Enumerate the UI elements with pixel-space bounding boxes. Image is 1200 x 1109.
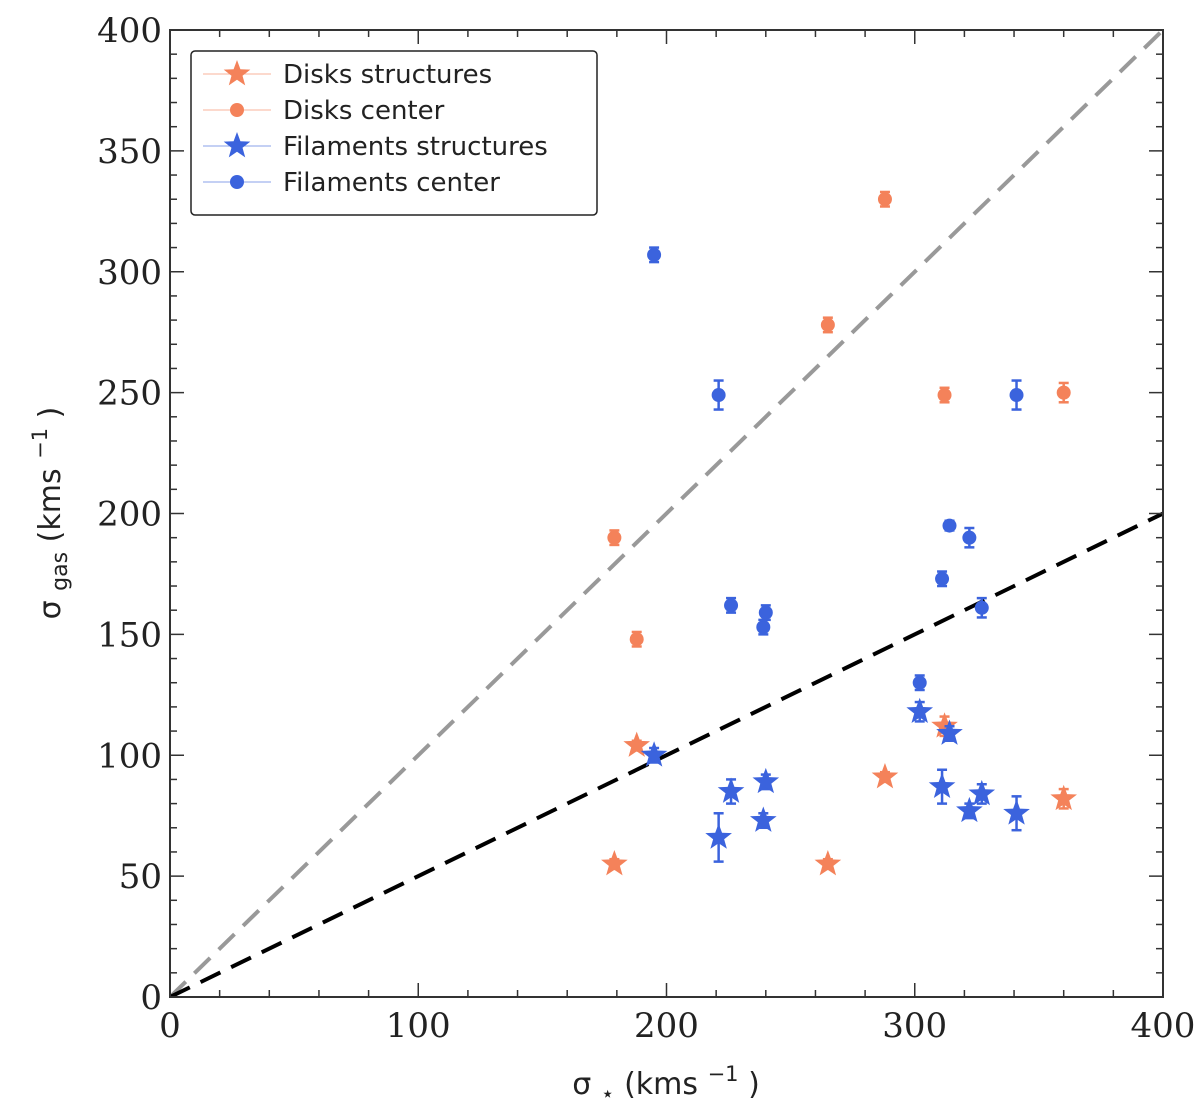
tick-labels: 0 100 200 300 400 0 50 100 150 200 250 300 350 400: [97, 11, 1195, 1046]
y-tick-label: 150: [97, 615, 162, 655]
data-point-star: [1003, 799, 1030, 825]
data-point-star: [931, 712, 958, 738]
x-tick-label: 0: [159, 1006, 181, 1046]
legend-marker: [223, 132, 251, 158]
legend-label: Disks center: [283, 96, 445, 126]
y-axis-label-unit: (kms: [33, 468, 68, 542]
data-point-star: [968, 779, 996, 806]
x-tick-label: 100: [386, 1006, 451, 1046]
y-tick-label: 50: [119, 857, 162, 897]
legend-label: Disks structures: [283, 60, 492, 90]
data-point-star: [752, 767, 780, 794]
y-axis-label-subscript: gas: [48, 552, 73, 591]
y-axis-label-unit-close: ): [33, 407, 68, 419]
data-point-circle: [758, 605, 773, 620]
x-axis-label-unit: (kms: [624, 1067, 698, 1102]
data-point-circle: [1009, 388, 1024, 403]
x-axis-label-subscript: ⋆: [601, 1082, 615, 1107]
y-axis-label-unit-exponent: −1: [28, 428, 52, 459]
data-point-circle: [629, 632, 644, 647]
x-tick-label: 200: [634, 1006, 699, 1046]
y-axis-label-symbol: σ: [33, 600, 68, 619]
x-axis-label-unit-exponent: −1: [708, 1062, 739, 1086]
plot-frame: [169, 29, 1164, 998]
data-point-circle: [820, 317, 835, 332]
data-point-circle: [942, 518, 957, 533]
data-point-star: [750, 806, 777, 832]
series-disks-structures: [601, 712, 1078, 876]
data-point-star: [814, 850, 842, 876]
data-point-circle: [877, 192, 892, 207]
data-series: [601, 190, 1078, 876]
legend-marker: [230, 175, 244, 189]
data-point-star: [717, 777, 745, 803]
y-tick-label: 100: [97, 736, 162, 776]
x-tick-label: 400: [1131, 1006, 1196, 1046]
data-point-circle: [607, 530, 622, 545]
y-axis-label: σ gas (kms −1 ): [20, 407, 75, 620]
x-axis-label-unit-close: ): [748, 1067, 760, 1102]
series-filaments-center: [647, 246, 1024, 692]
data-point-star: [705, 823, 732, 849]
y-tick-label: 0: [140, 978, 162, 1018]
y-tick-label: 250: [97, 374, 162, 414]
data-point-circle: [724, 598, 739, 613]
data-point-circle: [756, 620, 771, 635]
y-tick-label: 300: [97, 253, 162, 293]
reference-line-half: [170, 511, 1163, 997]
data-point-star: [601, 850, 628, 876]
x-axis-label: σ ⋆ (kms −1 ): [572, 1054, 760, 1109]
legend-label: Filaments structures: [283, 132, 548, 162]
x-tick-label: 300: [882, 1006, 947, 1046]
legend-box: [190, 50, 598, 216]
y-tick-label: 350: [97, 132, 162, 172]
series-disks-center: [607, 190, 1071, 648]
data-point-circle: [647, 247, 662, 262]
reference-lines: [170, 30, 1163, 997]
data-point-circle: [937, 388, 952, 403]
x-axis-label-symbol: σ: [572, 1067, 591, 1102]
series-filaments-structures: [640, 697, 1030, 863]
data-point-star: [871, 763, 899, 789]
data-point-star: [640, 741, 668, 767]
legend-marker: [223, 60, 251, 86]
data-point-circle: [935, 571, 950, 586]
data-point-circle: [974, 600, 989, 615]
legend-marker: [230, 103, 244, 117]
data-point-star: [956, 796, 983, 823]
data-point-star: [928, 772, 956, 798]
data-point-star: [936, 719, 963, 745]
data-point-circle: [1056, 385, 1071, 400]
data-point-star: [1050, 784, 1078, 811]
legend: Disks structures Disks center Filaments st…: [190, 50, 598, 216]
legend-label: Filaments center: [283, 168, 500, 198]
data-point-star: [906, 697, 934, 724]
y-tick-label: 200: [97, 495, 162, 535]
data-point-circle: [711, 388, 726, 403]
reference-line-one-to-one: [170, 30, 1163, 997]
data-point-circle: [962, 530, 977, 545]
data-point-star: [623, 731, 651, 757]
data-point-circle: [912, 675, 927, 690]
y-tick-label: 400: [97, 11, 162, 51]
